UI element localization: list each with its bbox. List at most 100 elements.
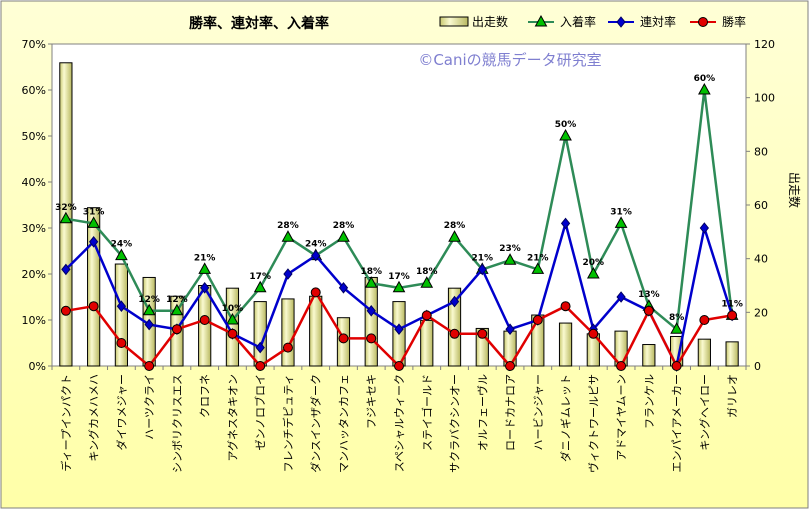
data-label: 11% (721, 299, 743, 309)
point-連対率 (505, 323, 515, 336)
legend-marker-入着率 (534, 14, 548, 27)
x-axis-category-label: キングヘイロー (697, 374, 711, 451)
point-入着率 (59, 211, 73, 224)
point-勝率 (88, 301, 99, 312)
bar-出走数 (225, 287, 240, 367)
bar-出走数 (364, 276, 378, 367)
bar-出走数 (198, 285, 212, 367)
x-axis-category-label: クロフネ (199, 374, 212, 418)
x-axis-category-label: ステイゴールド (420, 374, 434, 451)
x-axis-category-label: ダンスインザダーク (309, 374, 323, 473)
legend-label-勝率: 勝率 (722, 14, 746, 29)
x-axis-category-label: シンボリクリスエス (171, 374, 184, 473)
point-入着率 (420, 276, 434, 288)
point-勝率 (144, 361, 155, 371)
data-label: 24% (305, 240, 327, 250)
data-labels: 32% 31% 24% 12% 12% 21% 10% 17% 28% 24% 28% 18% 17% 1… (55, 74, 743, 323)
bar-出走数 (309, 295, 323, 367)
data-label: 8% (669, 313, 684, 323)
line-series (59, 82, 739, 372)
data-label: 32% (55, 203, 77, 213)
point-入着率 (115, 248, 128, 261)
data-label: 10% (222, 304, 244, 314)
y2-axis-tick-label: 80 (754, 145, 768, 158)
legend-label-出走数: 出走数 (472, 14, 508, 29)
bar-series (59, 62, 739, 367)
data-label: 21% (472, 253, 494, 263)
x-axis-category-label: アグネスタキオン (225, 374, 239, 461)
point-勝率 (310, 287, 321, 298)
point-入着率 (226, 312, 239, 325)
x-axis-category-label: ヴィクトワールピサ (586, 374, 600, 473)
data-label: 50% (555, 120, 577, 130)
y2-axis-title: 出走数 (787, 172, 802, 208)
x-axis-category-label: ダニノギムレット (559, 374, 573, 462)
point-勝率 (282, 342, 293, 353)
x-axis-category-label: フレンチデピュティ (281, 374, 295, 472)
y2-axis-tick-label: 20 (754, 306, 768, 319)
point-入着率 (170, 303, 184, 316)
point-勝率 (366, 333, 377, 344)
point-勝率 (560, 301, 571, 312)
data-label: 12% (138, 295, 160, 305)
data-label: 31% (610, 207, 632, 217)
chart-title: 勝率、連対率、入着率 (189, 15, 329, 32)
point-入着率 (253, 280, 267, 293)
data-label: 31% (83, 207, 105, 217)
point-入着率 (281, 230, 295, 242)
point-連対率 (699, 222, 710, 234)
point-勝率 (227, 328, 238, 339)
point-勝率 (616, 361, 627, 371)
y-axis-tick-label: 0% (29, 360, 46, 373)
x-axis-category-label: サクラバクシンオー (449, 374, 462, 473)
point-勝率 (477, 328, 488, 339)
point-勝率 (449, 328, 460, 339)
data-label: 28% (277, 221, 299, 231)
point-連対率 (394, 323, 404, 336)
point-入着率 (586, 266, 600, 279)
x-axis-category-label: エンパイアメーカー (671, 374, 684, 472)
point-勝率 (116, 338, 127, 348)
x-axis-category-label: ダイワメジャー (114, 374, 128, 450)
point-勝率 (532, 315, 543, 325)
data-label: 21% (527, 253, 549, 263)
x-axis-category-label: ゼンノロブロイ (253, 374, 267, 450)
point-連対率 (116, 300, 127, 313)
legend-marker-連対率 (616, 16, 626, 28)
x-axis-category-label: オルフェーヴル (475, 374, 489, 451)
data-label: 28% (333, 221, 355, 231)
y2-axis-tick-label: 0 (754, 360, 761, 373)
bar-出走数 (447, 287, 462, 367)
data-label: 23% (499, 244, 521, 254)
point-勝率 (671, 361, 682, 371)
bar-出走数 (642, 344, 656, 367)
y-axis-tick-label: 60% (22, 84, 46, 97)
point-連対率 (144, 318, 154, 331)
data-label: 21% (194, 253, 216, 263)
x-axis-category-label: キングカメハメハ (87, 374, 101, 462)
data-label: 12% (166, 295, 188, 305)
data-label: 28% (444, 221, 466, 231)
data-label: 60% (694, 74, 716, 84)
point-入着率 (503, 253, 517, 265)
point-入着率 (698, 82, 711, 95)
point-勝率 (699, 315, 710, 325)
y2-axis-tick-label: 120 (754, 38, 775, 51)
point-勝率 (171, 324, 182, 335)
point-入着率 (198, 262, 212, 274)
y2-axis-tick-label: 40 (754, 253, 768, 266)
point-勝率 (727, 310, 738, 321)
x-axis-category-label: ロードカナロア (504, 374, 517, 451)
bar-出走数 (114, 263, 129, 367)
data-label: 17% (388, 272, 410, 282)
category-labels: ディープインパクト キングカメハメハ ダイワメジャー ハーツクライ シンボリクリスエス ク… (59, 374, 739, 473)
point-入着率 (448, 230, 461, 242)
point-勝率 (394, 361, 404, 371)
point-連対率 (449, 295, 460, 308)
point-勝率 (588, 328, 599, 339)
point-連対率 (61, 263, 71, 276)
point-勝率 (421, 310, 432, 321)
legend-label-連対率: 連対率 (640, 14, 676, 29)
x-axis-category-label: フジキセキ (365, 374, 378, 429)
